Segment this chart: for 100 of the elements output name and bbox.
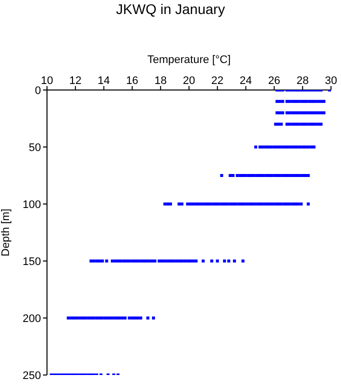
point <box>250 174 253 177</box>
point <box>306 174 310 177</box>
x-tick-label: 14 <box>98 75 110 87</box>
point <box>148 260 151 262</box>
point <box>158 260 161 262</box>
point <box>150 260 154 262</box>
point <box>301 174 304 177</box>
point <box>276 122 280 126</box>
point <box>139 260 142 262</box>
point <box>116 260 120 262</box>
point <box>302 111 306 114</box>
point <box>284 174 288 177</box>
point <box>232 202 235 206</box>
y-tick-label: 50 <box>28 142 41 154</box>
point <box>311 100 314 103</box>
point <box>291 100 294 103</box>
point <box>232 260 236 262</box>
point <box>122 260 126 262</box>
point <box>280 122 283 126</box>
point <box>134 260 137 262</box>
x-tick-label: 26 <box>268 75 280 87</box>
point <box>311 111 314 114</box>
y-tick-label: 150 <box>22 256 41 268</box>
x-tick-label: 10 <box>40 75 54 87</box>
point <box>264 174 268 177</box>
point <box>178 260 181 262</box>
point <box>248 202 252 206</box>
point <box>274 202 278 206</box>
point <box>285 100 288 103</box>
point <box>285 202 288 206</box>
point <box>302 122 306 126</box>
point <box>180 202 184 206</box>
point <box>281 146 284 148</box>
point <box>300 111 303 114</box>
point <box>267 146 270 148</box>
point <box>203 202 206 206</box>
point <box>160 260 164 262</box>
point <box>114 260 117 262</box>
point <box>301 146 304 148</box>
point <box>78 316 82 320</box>
point <box>276 111 279 114</box>
point <box>174 260 178 262</box>
point <box>282 202 286 206</box>
point <box>272 146 276 148</box>
point <box>130 316 134 320</box>
point <box>223 202 226 206</box>
point <box>70 316 73 320</box>
point <box>257 202 260 206</box>
point <box>237 202 240 206</box>
point <box>183 260 186 262</box>
point <box>300 100 303 103</box>
point <box>320 100 323 103</box>
x-tick-label: 24 <box>240 75 252 87</box>
point <box>320 122 323 126</box>
y-tick-label: 0 <box>34 84 41 97</box>
point <box>292 174 296 177</box>
point <box>104 316 107 320</box>
point <box>310 146 313 148</box>
point <box>212 202 215 206</box>
point <box>311 122 314 126</box>
point <box>304 174 307 177</box>
point <box>186 202 190 206</box>
point <box>308 100 312 103</box>
point <box>206 202 209 206</box>
point <box>302 100 306 103</box>
point <box>306 202 310 206</box>
point <box>90 260 93 262</box>
point <box>178 202 181 206</box>
point <box>260 202 263 206</box>
point <box>227 260 230 262</box>
point <box>285 122 288 126</box>
point <box>246 202 249 206</box>
point <box>134 316 137 320</box>
point <box>285 111 288 114</box>
x-tick-label: 18 <box>154 75 167 87</box>
point <box>194 260 198 262</box>
point <box>81 316 84 320</box>
point <box>220 202 224 206</box>
point <box>300 202 303 206</box>
point <box>112 316 116 320</box>
point <box>308 122 312 126</box>
x-tick-label: 28 <box>296 75 309 87</box>
point <box>247 174 250 177</box>
point <box>254 146 258 148</box>
point <box>316 100 320 103</box>
point <box>322 100 326 103</box>
point <box>295 146 298 148</box>
point <box>210 260 214 262</box>
point <box>100 260 104 262</box>
point <box>169 260 172 262</box>
point <box>166 202 170 206</box>
point <box>186 260 190 262</box>
point <box>105 260 108 262</box>
point <box>240 202 244 206</box>
point <box>238 174 242 177</box>
point <box>228 202 232 206</box>
x-tick-label: 12 <box>69 75 82 87</box>
point <box>86 316 90 320</box>
point <box>72 316 76 320</box>
point <box>258 146 262 148</box>
